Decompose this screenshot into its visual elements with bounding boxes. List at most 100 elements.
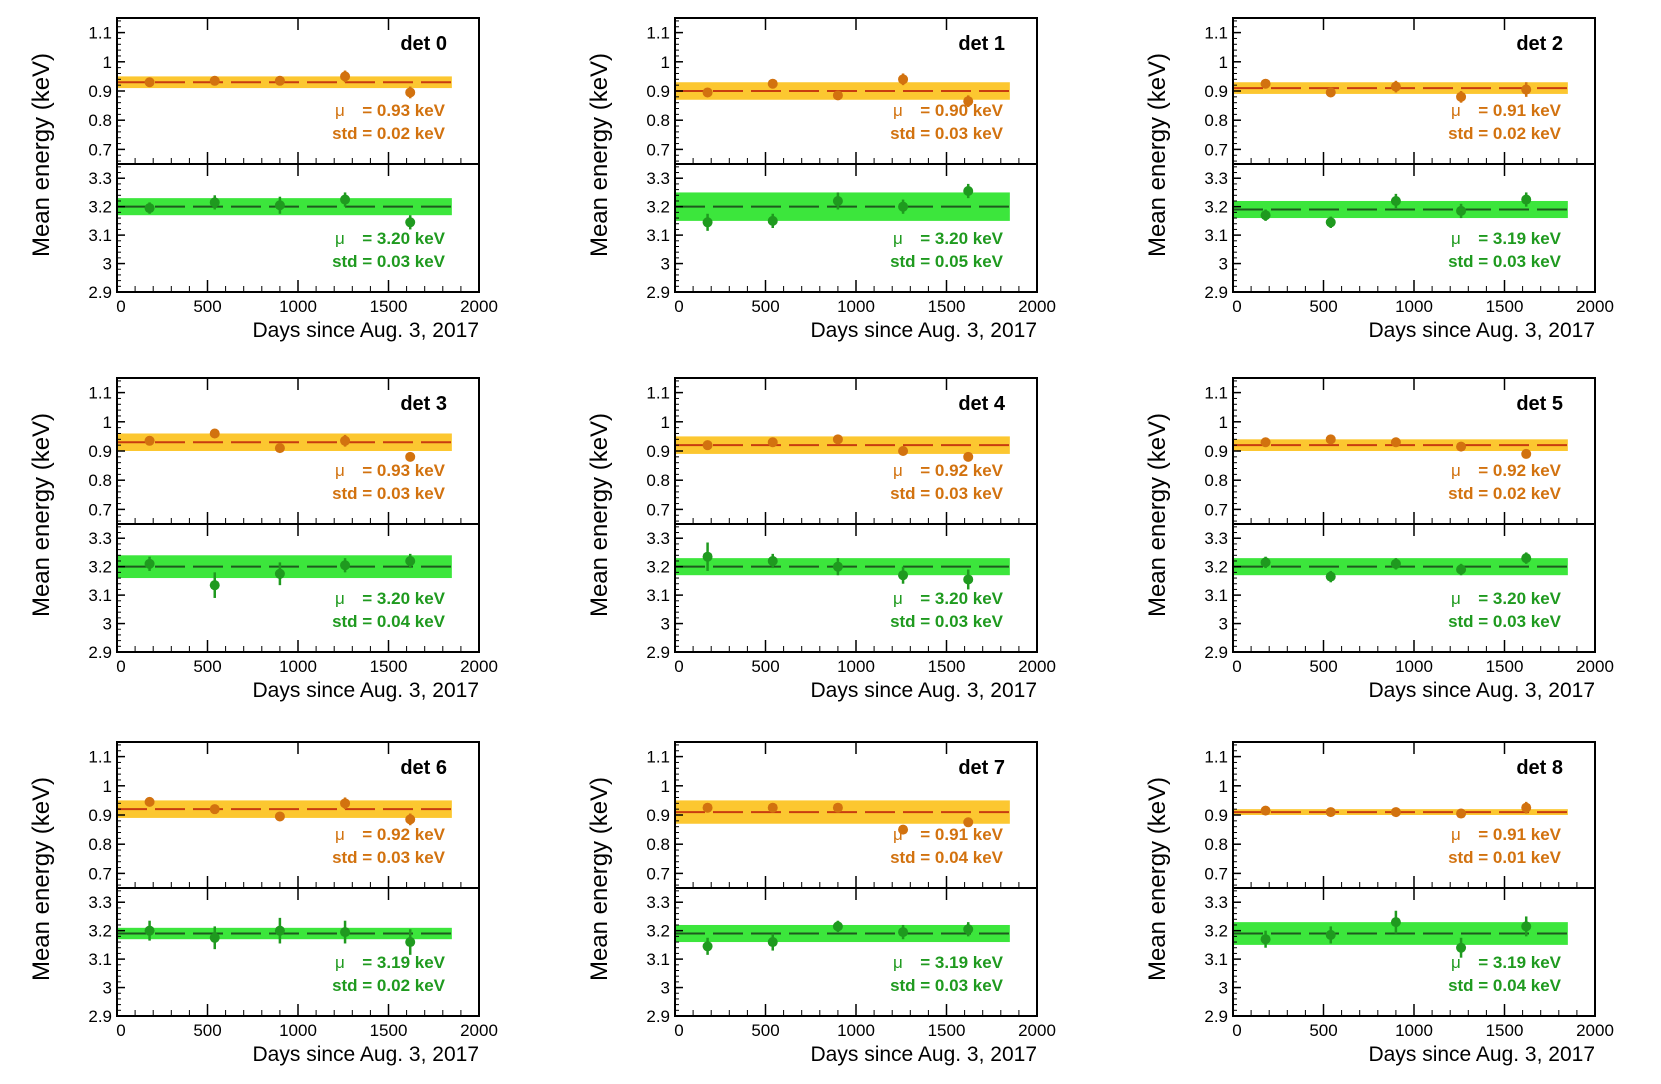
x-tick-label: 1000 (1395, 297, 1433, 316)
low-data-point (702, 440, 713, 451)
x-tick-label: 0 (1232, 297, 1241, 316)
low-data-point (405, 87, 416, 98)
y-tick-label: 1 (1219, 413, 1228, 432)
x-tick-label: 2000 (460, 297, 498, 316)
y-tick-label: 3.2 (646, 198, 670, 217)
x-axis-label: Days since Aug. 3, 2017 (253, 1043, 479, 1066)
low-data-point (1260, 437, 1271, 448)
high-data-point (274, 568, 285, 579)
y-tick-label: 3.3 (1204, 893, 1228, 912)
low-data-point (1390, 807, 1401, 818)
y-tick-label: 3.1 (88, 226, 112, 245)
panel-title: det 2 (1516, 33, 1563, 55)
low-mu-symbol: μ (335, 101, 345, 120)
x-tick-label: 2000 (460, 1021, 498, 1040)
high-data-point (898, 201, 909, 212)
x-tick-label: 2000 (1576, 1021, 1614, 1040)
x-tick-label: 500 (193, 297, 221, 316)
high-data-point (144, 558, 155, 569)
panel-8: 0.7 0.8 0.9 1 1.1 μ = 0.91 keV std = 0.01 keV 2.… (1144, 741, 1614, 1066)
y-tick-label: 3.2 (1204, 558, 1228, 577)
panel-2: 0.7 0.8 0.9 1 1.1 μ = 0.91 keV std = 0.02 keV 2.… (1144, 17, 1614, 342)
x-axis-label: Days since Aug. 3, 2017 (811, 319, 1037, 342)
x-tick-label: 2000 (1576, 657, 1614, 676)
high-data-point (209, 197, 220, 208)
high-std-label: std = 0.03 keV (1448, 612, 1562, 631)
low-data-point (405, 451, 416, 462)
x-axis-label: Days since Aug. 3, 2017 (1369, 319, 1595, 342)
y-tick-label: 3.1 (646, 950, 670, 969)
high-data-point (209, 932, 220, 943)
x-tick-label: 500 (1309, 657, 1337, 676)
y-tick-label: 3.3 (88, 169, 112, 188)
panel-title: det 3 (400, 393, 447, 415)
high-data-point (1260, 557, 1271, 568)
y-tick-label: 1 (103, 53, 112, 72)
y-tick-label: 1.1 (88, 748, 112, 767)
panel-0: 0.7 0.8 0.9 1 1.1 μ = 0.93 keV std = 0.02 keV 2.… (28, 17, 498, 342)
x-tick-label: 1500 (928, 1021, 966, 1040)
high-std-label: std = 0.03 keV (1448, 252, 1562, 271)
low-data-point (1521, 84, 1532, 95)
y-tick-label: 3.2 (646, 558, 670, 577)
x-tick-label: 0 (674, 1021, 683, 1040)
y-axis-label: Mean energy (keV) (586, 413, 613, 617)
low-data-point (898, 446, 909, 456)
panel-title: det 5 (1516, 393, 1563, 415)
low-data-point (832, 434, 843, 445)
y-tick-label: 3 (1219, 615, 1228, 634)
high-energy-pad: 2.9 3 3.1 3.2 3.3 μ = 3.19 keV std = 0.03 keV (1204, 163, 1596, 302)
y-tick-label: 0.9 (88, 82, 112, 101)
panel-title: det 0 (400, 33, 447, 55)
low-mu-symbol: μ (335, 461, 345, 480)
y-tick-label: 1 (1219, 53, 1228, 72)
panel-7: 0.7 0.8 0.9 1 1.1 μ = 0.91 keV std = 0.04 keV 2.… (586, 741, 1056, 1066)
y-tick-label: 2.9 (646, 283, 670, 302)
y-tick-label: 0.7 (646, 864, 670, 883)
y-tick-label: 1 (103, 777, 112, 796)
y-tick-label: 0.8 (88, 111, 112, 130)
y-axis-label: Mean energy (keV) (1144, 53, 1171, 257)
x-tick-label: 1500 (928, 297, 966, 316)
y-axis-label: Mean energy (keV) (28, 413, 55, 617)
y-tick-label: 3.1 (88, 586, 112, 605)
x-tick-label: 500 (1309, 1021, 1337, 1040)
x-tick-label: 500 (1309, 297, 1337, 316)
y-tick-label: 3.2 (88, 922, 112, 941)
x-axis-label: Days since Aug. 3, 2017 (1369, 1043, 1595, 1066)
x-axis-label: Days since Aug. 3, 2017 (811, 679, 1037, 702)
low-std-label: std = 0.03 keV (890, 484, 1004, 503)
low-mu-label: = 0.92 keV (920, 461, 1003, 480)
y-tick-label: 3.3 (646, 893, 670, 912)
y-tick-label: 1 (661, 777, 670, 796)
low-data-point (340, 71, 351, 82)
high-pad-frame (116, 887, 480, 1017)
low-data-point (144, 77, 155, 88)
high-data-point (1260, 210, 1271, 221)
low-energy-pad: 0.7 0.8 0.9 1 1.1 μ = 0.92 keV std = 0.03 keV (88, 741, 480, 889)
high-data-point (1456, 942, 1467, 953)
low-mu-label: = 0.90 keV (920, 101, 1003, 120)
high-pad-frame (674, 887, 1038, 1017)
high-pad-frame (116, 163, 480, 293)
high-std-label: std = 0.03 keV (332, 252, 446, 271)
x-tick-label: 1000 (837, 1021, 875, 1040)
low-data-point (144, 435, 155, 446)
y-tick-label: 0.8 (1204, 471, 1228, 490)
high-data-point (405, 937, 416, 948)
y-tick-label: 3.3 (1204, 169, 1228, 188)
y-axis-label: Mean energy (keV) (1144, 413, 1171, 617)
high-energy-pad: 2.9 3 3.1 3.2 3.3 μ = 3.20 keV std = 0.03 keV (88, 163, 480, 302)
high-mu-symbol: μ (1451, 953, 1461, 972)
high-data-point (405, 217, 416, 228)
high-data-point (1325, 929, 1336, 940)
y-axis-label: Mean energy (keV) (586, 53, 613, 257)
y-tick-label: 1 (661, 413, 670, 432)
y-tick-label: 0.7 (88, 864, 112, 883)
y-tick-label: 3 (661, 615, 670, 634)
low-data-point (209, 75, 220, 86)
low-std-label: std = 0.02 keV (1448, 484, 1562, 503)
y-tick-label: 3.1 (1204, 586, 1228, 605)
high-pad-frame (1232, 163, 1596, 293)
high-data-point (1325, 217, 1336, 228)
